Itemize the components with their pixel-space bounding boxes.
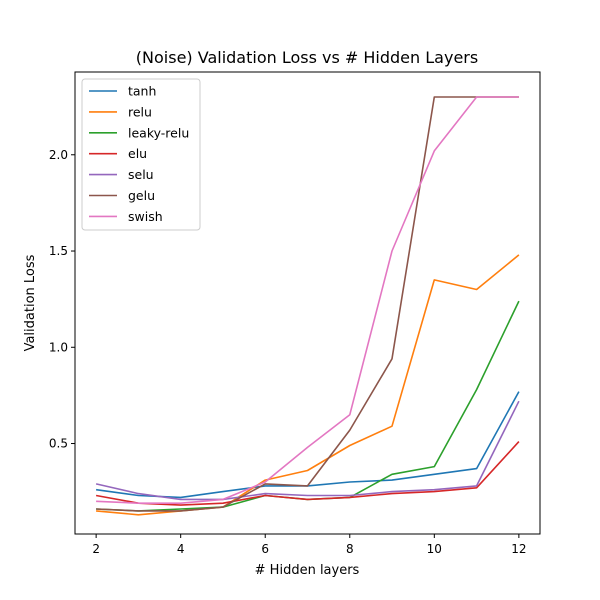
- series-line-elu: [95, 441, 520, 506]
- legend-label-tanh: tanh: [128, 84, 156, 99]
- series-line-leaky-relu: [96, 300, 520, 512]
- y-tick-label: 0.5: [49, 437, 68, 451]
- series-line-tanh: [95, 391, 520, 499]
- legend-label-gelu: gelu: [128, 188, 155, 203]
- x-axis: 2 4 6 8 10 12: [92, 534, 527, 556]
- legend-label-swish: swish: [128, 209, 163, 224]
- series-line-gelu: [96, 96, 519, 512]
- x-tick-label: 12: [511, 542, 526, 556]
- legend-box: [81, 78, 201, 231]
- legend-label-selu: selu: [128, 167, 154, 182]
- x-tick-label: 4: [177, 542, 185, 556]
- x-tick-label: 10: [427, 542, 442, 556]
- chart-title: (Noise) Validation Loss vs # Hidden Laye…: [136, 48, 478, 67]
- series-layer: [95, 96, 520, 516]
- plot-frame: [74, 71, 541, 535]
- x-tick-label: 8: [346, 542, 354, 556]
- y-tick-label: 1.0: [49, 340, 68, 354]
- legend: tanh relu leaky-relu elu selu gelu swish: [81, 78, 201, 231]
- x-axis-label: # Hidden layers: [255, 563, 360, 578]
- y-axis-label: Validation Loss: [23, 254, 38, 351]
- y-tick-label: 1.5: [49, 244, 68, 258]
- series-line-swish: [96, 96, 519, 505]
- legend-label-elu: elu: [128, 146, 147, 161]
- y-axis: 0.5 1.0 1.5 2.0: [49, 148, 75, 451]
- x-tick-label: 2: [92, 542, 100, 556]
- series-line-relu: [96, 254, 520, 516]
- y-tick-label: 2.0: [49, 148, 68, 162]
- x-tick-label: 6: [261, 542, 269, 556]
- legend-label-relu: relu: [128, 104, 152, 119]
- series-line-selu: [95, 400, 520, 501]
- legend-label-leaky-relu: leaky-relu: [128, 125, 189, 140]
